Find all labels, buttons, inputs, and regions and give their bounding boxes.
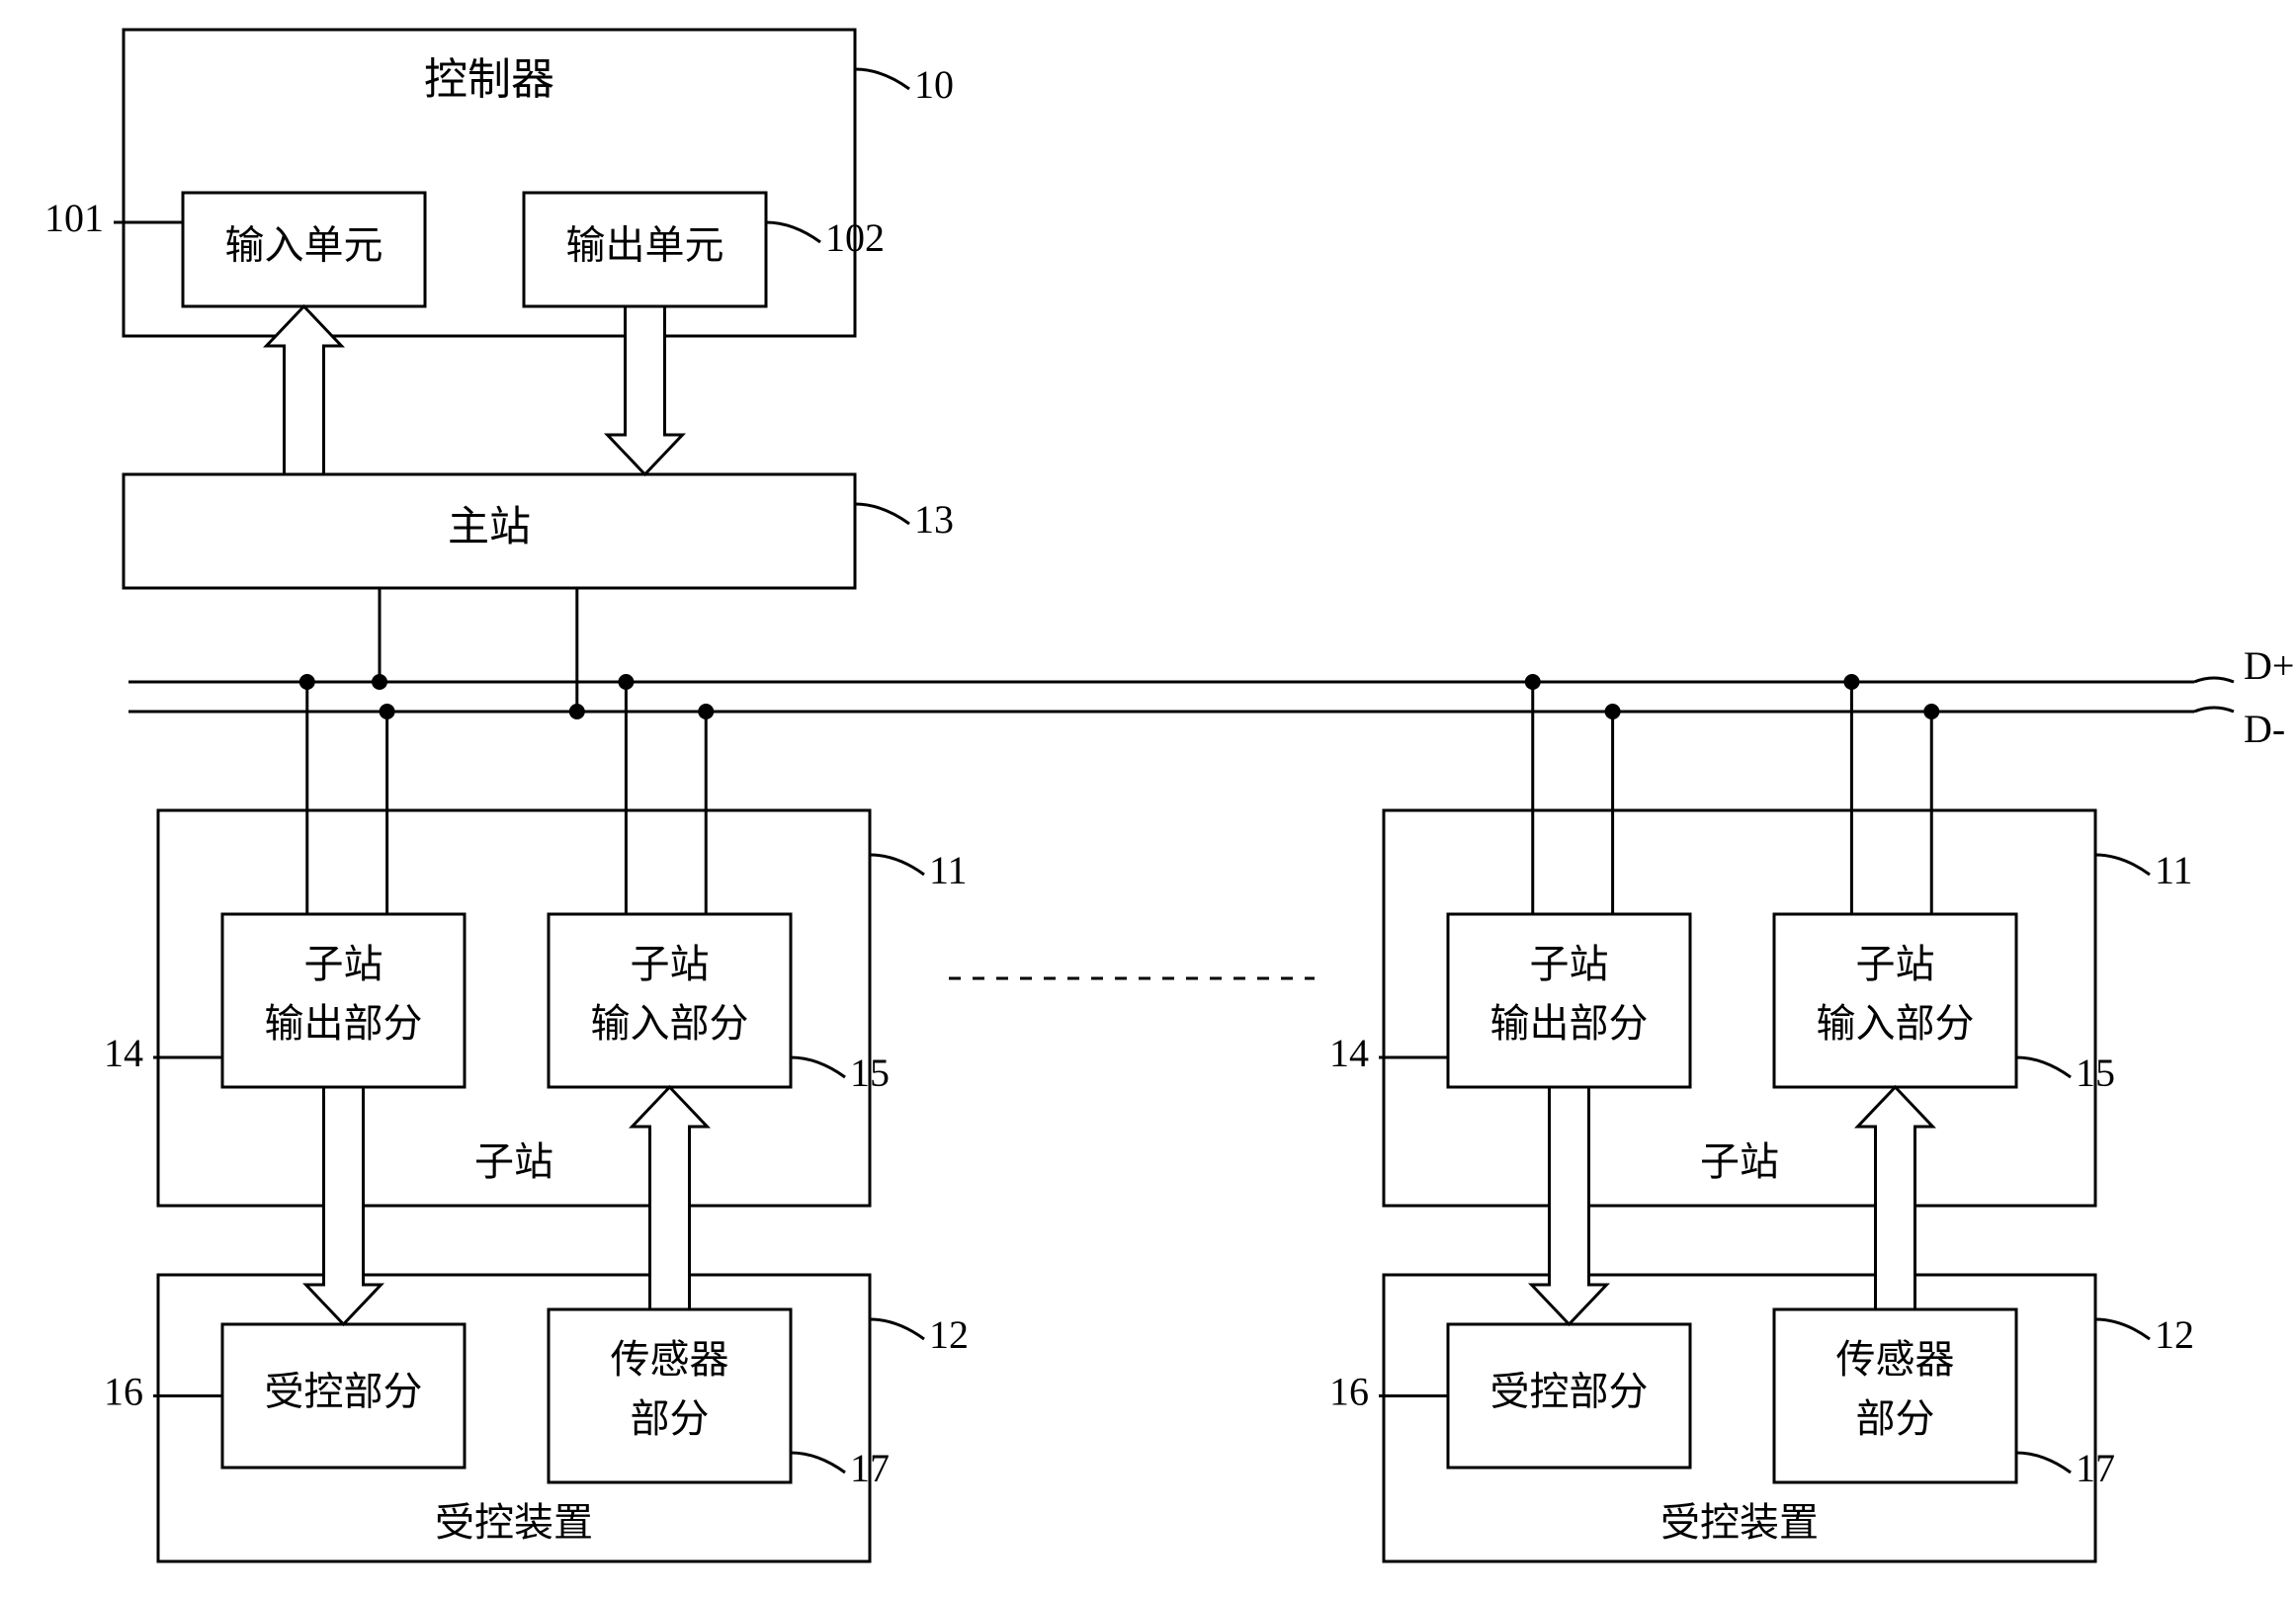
substation-label: 子站: [1700, 1139, 1779, 1184]
input-unit-label: 输入单元: [225, 223, 383, 268]
ctrl-part-tag: 16: [104, 1370, 143, 1414]
sensor-l1: 传感器: [611, 1337, 729, 1382]
sub-in-tag: 15: [2076, 1051, 2115, 1095]
sub-in-l1: 子站: [1856, 942, 1935, 986]
device-label: 受控装置: [435, 1500, 593, 1545]
master-tag: 13: [914, 497, 954, 542]
sensor-l1: 传感器: [1836, 1337, 1955, 1382]
sub-in-l2: 输入部分: [1817, 1001, 1975, 1046]
input-unit-tag: 101: [44, 196, 104, 240]
sub-out-l1: 子站: [1530, 942, 1609, 986]
arrow-master-to-input: [267, 306, 342, 474]
ctrl-part-label: 受控部分: [265, 1370, 423, 1414]
bus-label-dminus: D-: [2244, 707, 2285, 751]
sub-in-l1: 子站: [631, 942, 710, 986]
ctrl-part-label: 受控部分: [1490, 1370, 1649, 1414]
sub-out-tag: 14: [104, 1031, 143, 1075]
output-unit-label: 输出单元: [566, 223, 724, 268]
device-label: 受控装置: [1660, 1500, 1819, 1545]
arrow-output-to-master: [608, 306, 683, 474]
sensor-tag: 17: [2076, 1446, 2115, 1490]
sub-in-l2: 输入部分: [591, 1001, 749, 1046]
device-tag: 12: [2155, 1312, 2194, 1357]
sensor-l2: 部分: [631, 1396, 710, 1441]
substation-label: 子站: [474, 1139, 553, 1184]
sensor-tag: 17: [850, 1446, 890, 1490]
substation-tag: 11: [929, 848, 968, 892]
diagram-root: D+D-控制器10输入单元101输出单元102主站1311子站子站输出部分14子…: [0, 0, 2296, 1598]
controller-title: 控制器: [424, 55, 554, 104]
sub-out-l2: 输出部分: [1490, 1001, 1649, 1046]
ctrl-part-tag: 16: [1329, 1370, 1369, 1414]
bus-label-dplus: D+: [2244, 643, 2294, 688]
sensor-l2: 部分: [1856, 1396, 1935, 1441]
controller-tag: 10: [914, 62, 954, 107]
device-tag: 12: [929, 1312, 969, 1357]
sub-out-l1: 子站: [304, 942, 383, 986]
output-unit-tag: 102: [825, 215, 885, 260]
sub-out-tag: 14: [1329, 1031, 1369, 1075]
master-label: 主站: [448, 505, 531, 550]
sub-out-l2: 输出部分: [265, 1001, 423, 1046]
sub-in-tag: 15: [850, 1051, 890, 1095]
substation-tag: 11: [2155, 848, 2193, 892]
